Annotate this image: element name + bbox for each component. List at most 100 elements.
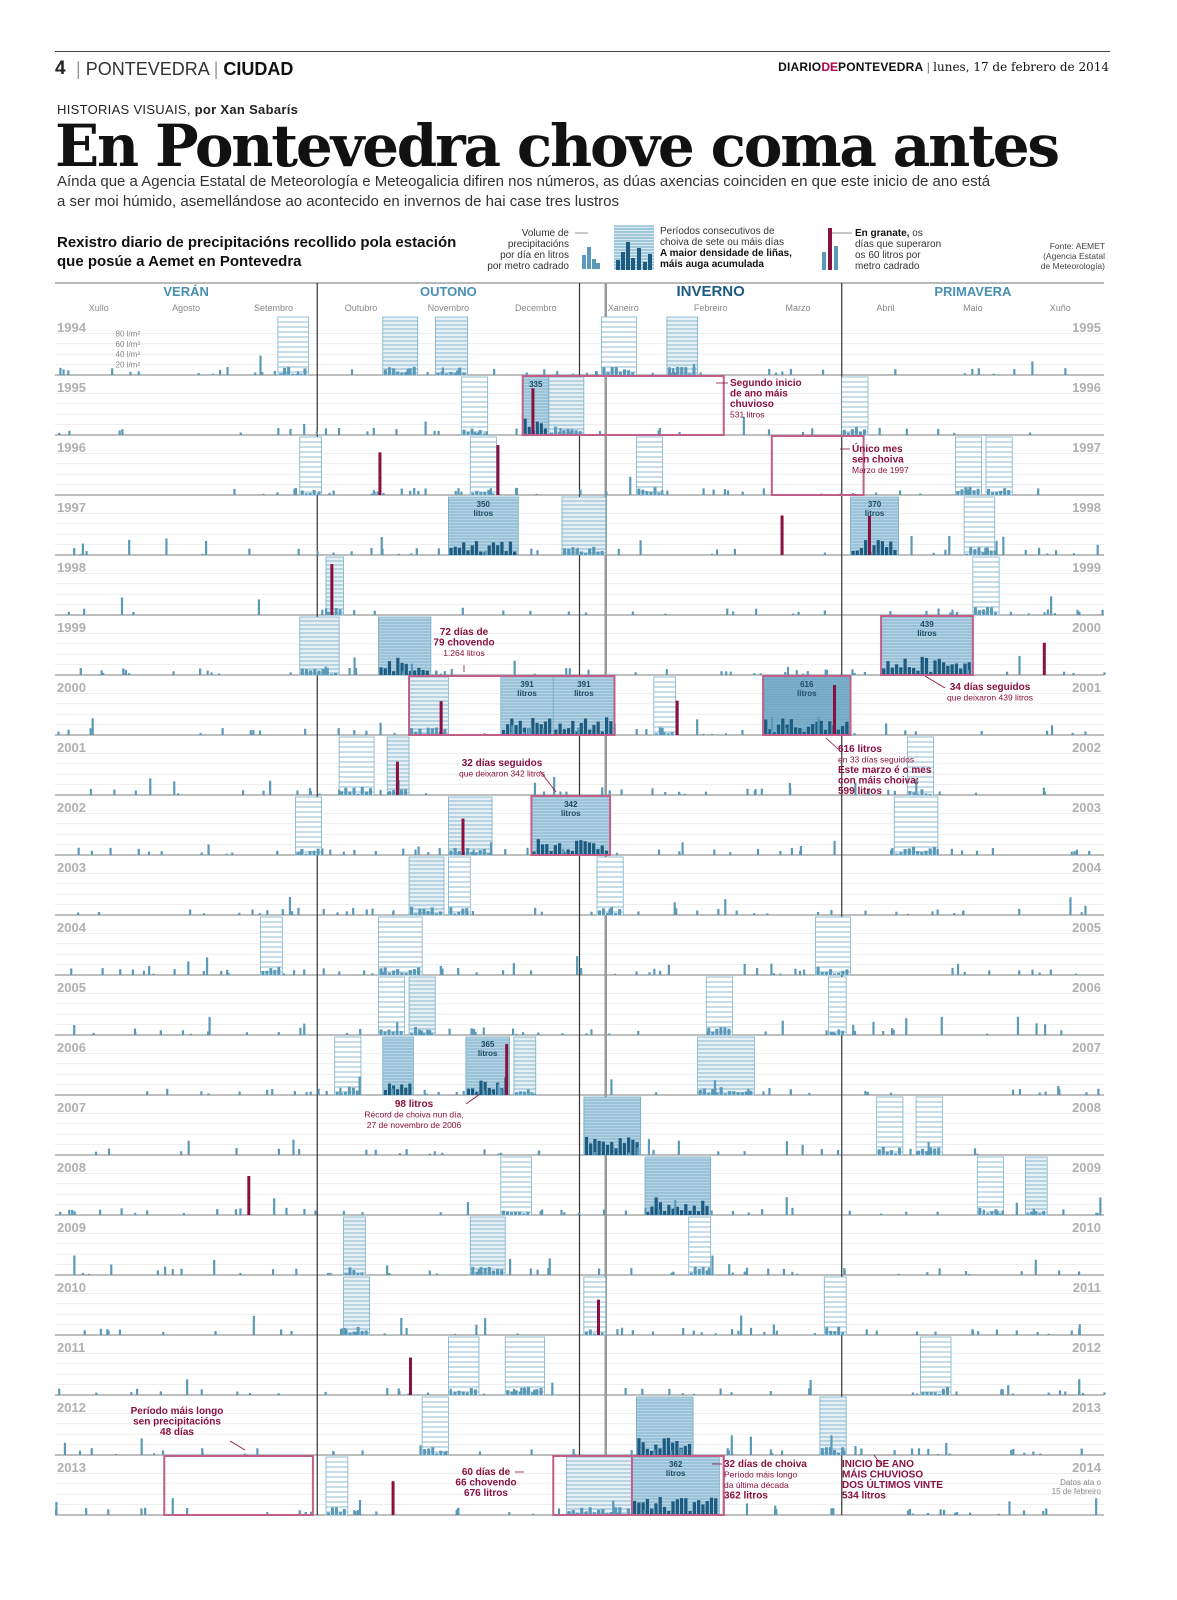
rain-bar <box>99 1209 102 1215</box>
rain-bar <box>527 426 531 435</box>
rain-bar <box>726 1448 729 1455</box>
rain-bar <box>948 1453 951 1455</box>
rain-bar <box>925 1391 929 1395</box>
rain-bar <box>829 1032 833 1035</box>
rain-bar <box>741 491 744 495</box>
rain-bar <box>598 430 602 435</box>
rain-bar <box>865 1329 868 1335</box>
year-label-right: 2004 <box>1072 860 1102 875</box>
rain-bar <box>825 669 829 675</box>
rain-bar <box>907 667 912 675</box>
rain-bar <box>500 1089 503 1095</box>
rain-bar <box>894 664 899 675</box>
rain-bar <box>424 488 427 495</box>
rain-bar <box>366 791 369 795</box>
rain-bar <box>620 1327 624 1335</box>
rain-period-box <box>963 496 996 556</box>
rain-bar <box>379 722 382 735</box>
rain-bar <box>465 908 469 915</box>
rain-bar <box>780 1450 784 1455</box>
rain-bar <box>924 793 928 795</box>
source-line: Fonte: AEMET <box>1049 241 1105 251</box>
rain-bar <box>348 667 351 675</box>
rain-bar <box>647 1138 651 1155</box>
rain-bar <box>294 487 297 495</box>
rain-bar <box>596 551 600 555</box>
rain-bar <box>719 1027 723 1035</box>
rain-bar <box>911 846 916 855</box>
rain-bar <box>379 789 382 795</box>
rain-bar <box>976 1153 979 1155</box>
rain-bar <box>208 1016 211 1035</box>
rain-bar <box>622 1143 627 1155</box>
rain-bar <box>1084 731 1087 735</box>
rain-bar <box>562 729 566 735</box>
year-label-right: 2011 <box>1073 1280 1101 1295</box>
rain-bar <box>526 847 529 855</box>
rain-bar <box>679 1448 683 1455</box>
rain-period-box <box>504 1336 545 1396</box>
rain-bar <box>889 1150 893 1155</box>
rain-bar <box>1064 368 1067 375</box>
rain-bar <box>880 1213 883 1215</box>
over60-bar <box>867 516 871 555</box>
over60-bar <box>330 564 334 615</box>
rain-bar <box>908 791 912 795</box>
rain-bar <box>439 673 443 675</box>
rain-bar <box>522 727 527 735</box>
rain-bar <box>352 908 355 915</box>
rain-bar <box>1032 1451 1035 1455</box>
rain-bar <box>304 853 308 855</box>
rain-bar <box>514 1390 518 1395</box>
rain-bar <box>859 1453 862 1455</box>
rain-bar <box>575 731 579 735</box>
rain-bar <box>843 1270 846 1275</box>
rain-bar <box>664 613 667 615</box>
rain-bar <box>637 911 640 915</box>
rain-bar <box>949 612 952 615</box>
rain-bar <box>107 1509 110 1515</box>
rain-bar <box>324 428 328 435</box>
rain-bar <box>470 545 474 555</box>
rain-bar <box>931 911 934 915</box>
rain-bar <box>911 1513 915 1515</box>
rain-period <box>635 1396 694 1456</box>
rain-bar <box>593 1152 596 1155</box>
rain-bar <box>917 1448 921 1455</box>
rain-bar <box>1049 969 1052 975</box>
rain-bar <box>912 668 916 675</box>
rain-bar <box>768 729 772 735</box>
rain-bar <box>433 430 436 435</box>
rain-period <box>504 1336 545 1396</box>
rain-bar <box>365 909 368 915</box>
rain-bar <box>479 1080 483 1095</box>
year-label-left: 2000 <box>57 680 86 695</box>
rain-period-box <box>421 1396 449 1456</box>
rain-bar <box>73 1025 76 1035</box>
rain-bar <box>864 540 868 555</box>
rain-bar <box>73 1211 76 1215</box>
rain-bar <box>448 1028 451 1035</box>
year-label-right: 2005 <box>1072 920 1101 935</box>
rain-bar <box>885 547 889 555</box>
rain-bar <box>616 1329 619 1335</box>
rain-bar <box>402 671 405 675</box>
rain-bar <box>878 427 881 435</box>
rain-bar <box>772 973 776 975</box>
year-label-right: 1997 <box>1072 440 1101 455</box>
rain-bar <box>802 969 806 975</box>
rain-bar <box>497 1084 500 1095</box>
rain-bar <box>257 599 261 615</box>
rain-bar <box>579 722 583 735</box>
rain-bar <box>1022 1510 1026 1515</box>
rain-bar <box>449 850 453 855</box>
rain-bar <box>743 1271 746 1275</box>
rain-bar <box>182 1213 185 1215</box>
rain-bar <box>548 1258 551 1275</box>
rain-period-box <box>448 856 471 916</box>
rain-bar <box>749 1327 753 1335</box>
rain-bar <box>273 969 277 975</box>
rain-bar <box>1099 1197 1102 1215</box>
rain-bar <box>1012 1448 1015 1455</box>
